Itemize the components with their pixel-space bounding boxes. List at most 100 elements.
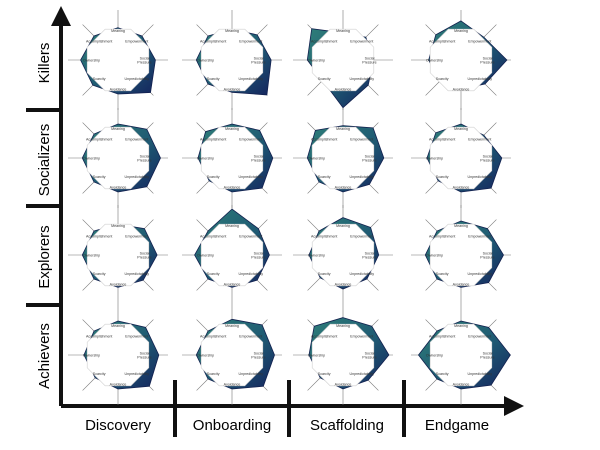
radar-octagon	[86, 28, 150, 92]
spoke-label-scarcity: Scarcity	[436, 77, 449, 81]
spoke-label-ownership: Ownership	[197, 253, 214, 257]
spoke-label-social-pressure: Social Pressure	[251, 57, 265, 65]
radar-chart-socializers-onboarding: Meaning Empowerment Social Pressure Unpredic…	[182, 108, 282, 208]
spoke-label-meaning: Meaning	[454, 324, 468, 328]
spoke-label-unpredictability: Unpredictability	[468, 77, 493, 81]
radar-chart-killers-onboarding: Meaning Empowerment Social Pressure Unpredic…	[182, 10, 282, 110]
spoke-label-meaning: Meaning	[225, 324, 239, 328]
spoke-label-ownership: Ownership	[83, 253, 100, 257]
radar-octagon	[311, 126, 375, 190]
spoke-label-unpredictability: Unpredictability	[468, 272, 493, 276]
spoke-label-empowerment: Empowerment	[468, 235, 491, 239]
radar-chart-killers-endgame: Meaning Empowerment Social Pressure Unpredic…	[411, 10, 511, 110]
spoke-label-empowerment: Empowerment	[468, 138, 491, 142]
column-label-discovery: Discovery	[85, 417, 151, 434]
radar-chart-killers-scaffolding: Meaning Empowerment Social Pressure Unpredic…	[293, 10, 393, 110]
spoke-label-unpredictability: Unpredictability	[125, 77, 150, 81]
column-label-scaffolding: Scaffolding	[310, 417, 384, 434]
spoke-label-unpredictability: Unpredictability	[239, 372, 264, 376]
spoke-label-ownership: Ownership	[308, 156, 325, 160]
spoke-label-meaning: Meaning	[336, 224, 350, 228]
spoke-label-ownership: Ownership	[308, 253, 325, 257]
axes	[59, 22, 510, 408]
row-label-explorers: Explorers	[36, 225, 53, 288]
radar-octagon	[311, 223, 375, 287]
spoke-label-empowerment: Empowerment	[350, 138, 373, 142]
radar-chart-socializers-discovery: Meaning Empowerment Social Pressure Unpredic…	[68, 108, 168, 208]
spoke-label-meaning: Meaning	[111, 224, 125, 228]
spoke-label-empowerment: Empowerment	[350, 40, 373, 44]
column-label-endgame: Endgame	[425, 417, 489, 434]
spoke-label-avoidance: Avoidance	[110, 283, 127, 287]
spoke-label-accomplishment: Accomplishment	[86, 40, 112, 44]
spoke-label-scarcity: Scarcity	[93, 175, 106, 179]
spoke-label-avoidance: Avoidance	[453, 283, 470, 287]
spoke-label-avoidance: Avoidance	[335, 283, 352, 287]
spoke-label-accomplishment: Accomplishment	[429, 138, 455, 142]
spoke-label-empowerment: Empowerment	[468, 335, 491, 339]
spoke-label-accomplishment: Accomplishment	[429, 335, 455, 339]
spoke-label-scarcity: Scarcity	[436, 272, 449, 276]
spoke-label-unpredictability: Unpredictability	[125, 372, 150, 376]
spoke-label-empowerment: Empowerment	[350, 235, 373, 239]
spoke-label-meaning: Meaning	[454, 29, 468, 33]
spoke-label-accomplishment: Accomplishment	[311, 138, 337, 142]
radar-octagon	[429, 28, 493, 92]
spoke-label-accomplishment: Accomplishment	[86, 138, 112, 142]
spoke-label-empowerment: Empowerment	[125, 138, 148, 142]
spoke-label-social-pressure: Social Pressure	[137, 155, 151, 163]
spoke-label-avoidance: Avoidance	[453, 88, 470, 92]
spoke-label-avoidance: Avoidance	[224, 88, 241, 92]
x-axis-arrow-icon	[504, 396, 524, 416]
spoke-label-avoidance: Avoidance	[110, 88, 127, 92]
spoke-label-scarcity: Scarcity	[318, 77, 331, 81]
radar-chart-explorers-endgame: Meaning Empowerment Social Pressure Unpredic…	[411, 205, 511, 305]
radar-octagon	[429, 323, 493, 387]
row-label-killers: Killers	[36, 43, 53, 84]
spoke-label-empowerment: Empowerment	[125, 235, 148, 239]
radar-chart-killers-discovery: Meaning Empowerment Social Pressure Unpredic…	[68, 10, 168, 110]
spoke-label-ownership: Ownership	[197, 156, 214, 160]
spoke-label-avoidance: Avoidance	[110, 186, 127, 190]
spoke-label-meaning: Meaning	[225, 224, 239, 228]
radar-chart-explorers-discovery: Meaning Empowerment Social Pressure Unpredic…	[68, 205, 168, 305]
radar-octagon	[311, 323, 375, 387]
spoke-label-social-pressure: Social Pressure	[251, 352, 265, 360]
spoke-label-accomplishment: Accomplishment	[200, 335, 226, 339]
radar-chart-achievers-scaffolding: Meaning Empowerment Social Pressure Unpredic…	[293, 305, 393, 405]
spoke-label-social-pressure: Social Pressure	[251, 251, 265, 259]
spoke-label-avoidance: Avoidance	[335, 88, 352, 92]
spoke-label-avoidance: Avoidance	[453, 383, 470, 387]
spoke-label-unpredictability: Unpredictability	[468, 372, 493, 376]
spoke-label-accomplishment: Accomplishment	[200, 235, 226, 239]
spoke-label-meaning: Meaning	[454, 127, 468, 131]
spoke-label-social-pressure: Social Pressure	[480, 57, 494, 65]
spoke-label-accomplishment: Accomplishment	[311, 40, 337, 44]
spoke-label-unpredictability: Unpredictability	[350, 272, 375, 276]
column-label-onboarding: Onboarding	[193, 417, 271, 434]
row-label-achievers: Achievers	[36, 323, 53, 389]
spoke-label-avoidance: Avoidance	[453, 186, 470, 190]
spoke-label-unpredictability: Unpredictability	[239, 272, 264, 276]
spoke-label-unpredictability: Unpredictability	[239, 77, 264, 81]
spoke-label-meaning: Meaning	[225, 29, 239, 33]
spoke-label-meaning: Meaning	[111, 127, 125, 131]
spoke-label-empowerment: Empowerment	[239, 335, 262, 339]
radar-octagon	[200, 126, 264, 190]
radar-octagon	[86, 126, 150, 190]
spoke-label-meaning: Meaning	[336, 324, 350, 328]
spoke-label-scarcity: Scarcity	[318, 372, 331, 376]
spoke-label-empowerment: Empowerment	[239, 138, 262, 142]
spoke-label-social-pressure: Social Pressure	[480, 352, 494, 360]
radar-octagon	[200, 323, 264, 387]
row-label-socializers: Socializers	[36, 124, 53, 197]
radar-chart-socializers-endgame: Meaning Empowerment Social Pressure Unpredic…	[411, 108, 511, 208]
spoke-label-social-pressure: Social Pressure	[362, 155, 376, 163]
spoke-label-scarcity: Scarcity	[93, 77, 106, 81]
spoke-label-ownership: Ownership	[308, 353, 325, 357]
spoke-label-accomplishment: Accomplishment	[86, 335, 112, 339]
spoke-label-empowerment: Empowerment	[125, 335, 148, 339]
spoke-label-social-pressure: Social Pressure	[137, 251, 151, 259]
row-dividers	[26, 108, 61, 307]
